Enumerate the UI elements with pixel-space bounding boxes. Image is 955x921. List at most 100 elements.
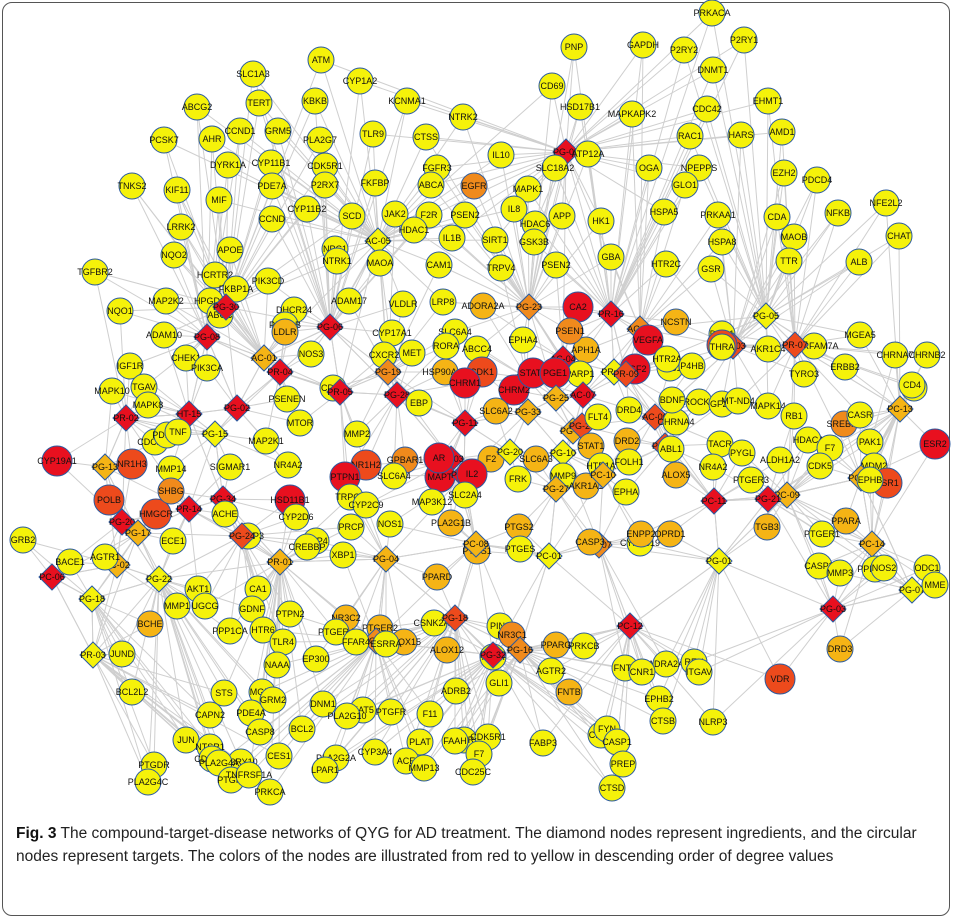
ingredient-node-pg-18: PG-18 [78,585,106,613]
node-label: HTR6 [251,625,275,635]
circle-marker [264,117,292,145]
target-node-ece1: ECE1 [159,527,187,555]
target-node-ptges: PTGES [505,535,535,563]
node-label: CYP11B1 [252,158,291,168]
edge [218,640,377,764]
node-label: PG-07 [899,585,925,595]
node-label: PC-02 [104,560,130,570]
node-label: TNKS2 [117,181,146,191]
target-node-ar: AR [423,442,455,474]
node-label: PREP [611,759,636,769]
edge [492,654,613,789]
diamond-marker [462,530,490,558]
target-node-cda: CDA [763,203,791,231]
target-node-ptgfr: PTGFR [376,698,407,726]
circle-marker [831,353,859,381]
target-node-nos1: NOS1 [376,510,404,538]
network-diagram: PG-09 PRKACA PNP GAPDH P2RY2 P2RY1 DNMT1 CD69 HS… [9,0,951,806]
circle-marker [697,255,725,283]
edge [204,561,281,607]
node-label: PTGER4 [318,627,354,637]
node-label: PG-28 [384,390,410,400]
ingredient-node-pr-05: PR-05 [326,378,354,406]
node-label: IL8 [508,204,521,214]
diamond-marker [451,409,479,437]
node-label: PRKCB [568,641,599,651]
target-node-htr6: HTR6 [249,616,277,644]
circle-marker [239,60,267,88]
circle-marker [274,451,302,479]
circle-marker [335,287,363,315]
target-node-fabp3: FABP3 [529,729,557,757]
circle-marker [548,202,576,230]
node-label: CA2 [569,302,587,312]
node-label: MAPT [427,472,453,482]
node-label: PRKCA [254,787,285,797]
diamond-marker [542,475,570,503]
circle-marker [273,385,301,413]
node-label: ECE1 [161,536,185,546]
circle-marker [323,247,351,275]
ingredient-node-pg-21: PG-21 [754,485,782,513]
edge [683,49,767,317]
edge [562,313,612,360]
node-label: PTGER2 [362,623,398,633]
circle-marker [482,397,510,425]
target-node-chat: CHAT [885,222,913,250]
circle-marker [405,389,433,417]
node-label: HPGDS [194,296,226,306]
ingredient-node-pr-16: PR-16 [597,300,625,328]
target-node-alox12: ALOX12 [430,636,464,664]
circle-marker [542,251,570,279]
node-label: HDAC4 [793,435,824,445]
circle-marker [768,118,796,146]
node-label: CDC25C [455,767,492,777]
edge [519,649,613,789]
node-label: PSEN2 [450,210,480,220]
edge [188,433,216,510]
node-label: F7 [474,749,485,759]
target-node-hcrtr2: HCRTR2 [197,261,233,289]
target-node-prkcb: PRKCB [568,632,600,660]
circle-marker [460,172,488,200]
node-label: F11 [423,709,438,719]
edge [430,184,530,308]
edge [279,561,324,705]
node-label: ITGAV [686,667,712,677]
circle-marker [506,535,534,563]
node-label: CA1 [249,584,267,594]
edge [662,560,720,722]
circle-marker [632,324,664,356]
target-node-drd3: DRD3 [826,635,854,663]
edge [377,239,496,242]
node-label: HMGCR [139,509,173,519]
edge [598,544,643,673]
circle-marker [649,707,677,735]
node-label: PG-17 [125,528,151,538]
node-label: NR4A2 [273,460,302,470]
target-node-hdac1: HDAC1 [399,216,429,244]
node-label: PR-07 [782,340,808,350]
circle-marker [753,513,781,541]
node-label: CASP3 [804,561,834,571]
node-label: FKBP1A [219,284,254,294]
edge [610,211,665,315]
circle-marker [598,774,626,802]
edge [271,218,379,242]
target-node-gsr: GSR [697,255,725,283]
edge [188,413,224,500]
circle-marker [56,548,84,576]
circle-marker [678,352,706,380]
node-label: CYP1A2 [343,76,378,86]
edge [610,167,650,315]
circle-marker [311,171,339,199]
node-label: NOS2 [872,563,897,573]
diamond-marker [266,358,294,386]
circle-marker [764,663,796,695]
circle-marker [346,67,374,95]
edge [91,598,211,748]
node-label: DRD4 [617,405,642,415]
node-label: PG-20 [109,517,135,527]
circle-marker [297,340,325,368]
node-label: CYP19A1 [37,456,77,466]
